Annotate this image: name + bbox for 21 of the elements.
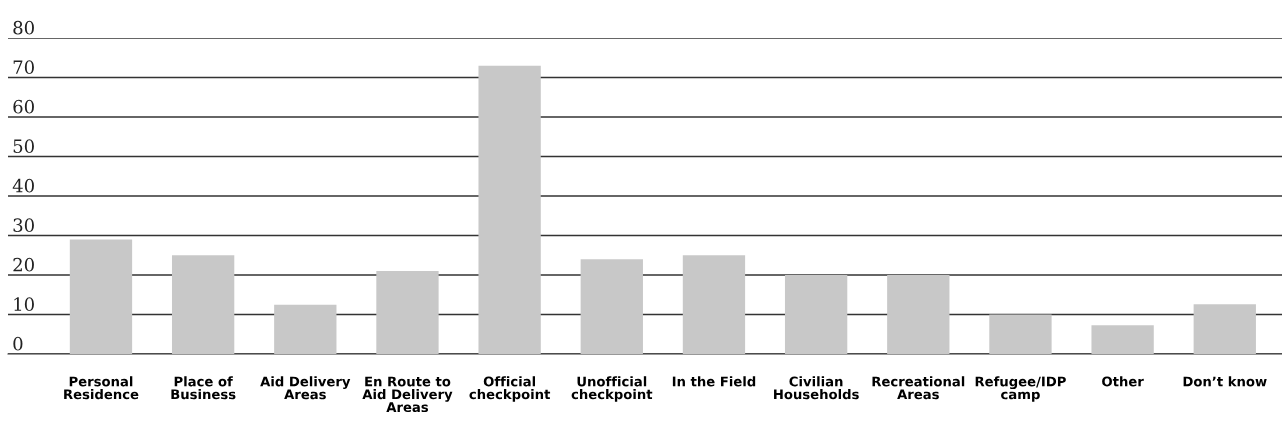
x-tick-label: Recreational Areas	[872, 376, 965, 400]
x-tick-label: Official checkpoint	[469, 376, 551, 402]
y-tick-label: 20	[13, 257, 34, 272]
y-tick-label: 30	[13, 218, 34, 232]
x-tick-label: Place of Business	[171, 376, 236, 400]
x-tick-label: Personal Residence	[64, 376, 139, 400]
x-tick-label: In the Field	[672, 376, 756, 387]
x-tick-label: Refugee/IDP camp	[975, 376, 1066, 402]
x-tick-label: Other	[1102, 376, 1144, 387]
y-tick-label: 70	[13, 60, 34, 74]
y-tick-label: 80	[13, 20, 34, 35]
x-tick-label: Don’t know	[1183, 376, 1267, 387]
x-tick-label: En Route to Aid Delivery Areas	[362, 376, 453, 413]
x-tick-label: Unofficial checkpoint	[571, 376, 653, 402]
x-tick-label: Civilian Households	[774, 376, 859, 400]
y-tick-label: 50	[13, 139, 34, 153]
y-tick-label: 40	[12, 178, 34, 193]
y-tick-label: 10	[14, 297, 34, 311]
y-tick-label: 60	[13, 99, 34, 114]
y-tick-label: 0	[13, 336, 23, 351]
x-tick-label: Aid Delivery Areas	[260, 376, 351, 400]
